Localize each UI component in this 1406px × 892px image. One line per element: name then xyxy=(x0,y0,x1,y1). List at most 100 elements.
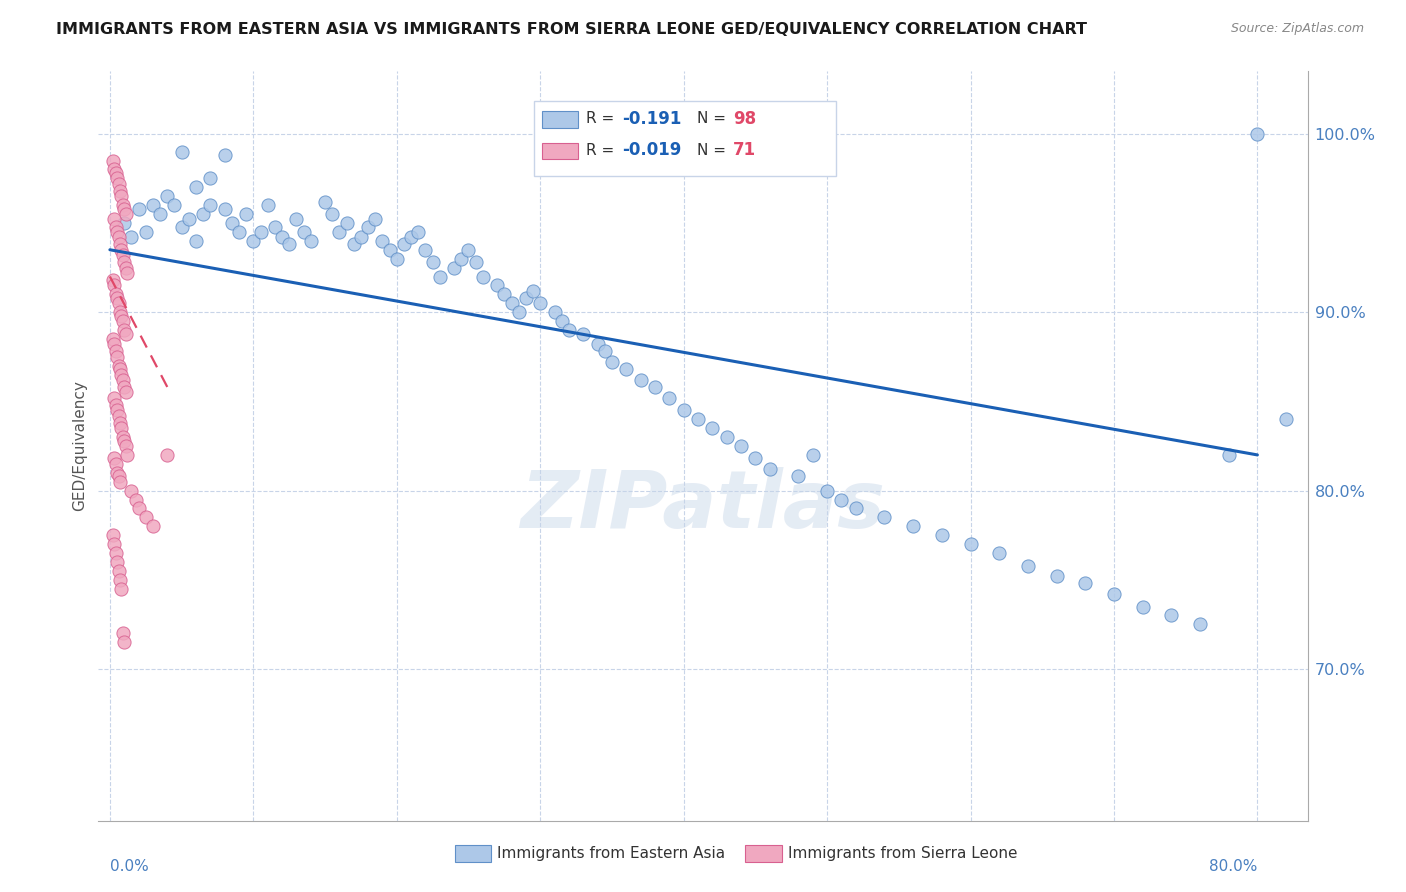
Point xyxy=(586,337,609,351)
Point xyxy=(170,219,193,234)
Point xyxy=(110,189,132,203)
Point xyxy=(593,344,616,359)
Point xyxy=(142,519,165,533)
Point xyxy=(177,212,200,227)
Point xyxy=(103,451,125,466)
Point xyxy=(107,564,129,578)
Point xyxy=(1246,127,1268,141)
Point xyxy=(429,269,451,284)
Bar xyxy=(745,846,782,862)
Text: IMMIGRANTS FROM EASTERN ASIA VS IMMIGRANTS FROM SIERRA LEONE GED/EQUIVALENCY COR: IMMIGRANTS FROM EASTERN ASIA VS IMMIGRAN… xyxy=(56,22,1087,37)
Point xyxy=(343,237,366,252)
Point xyxy=(228,225,250,239)
Point xyxy=(443,260,465,275)
Point xyxy=(350,230,373,244)
Point xyxy=(114,260,136,275)
Point xyxy=(399,230,422,244)
Point xyxy=(111,430,134,444)
Point xyxy=(292,225,315,239)
Point xyxy=(156,448,179,462)
Point xyxy=(111,248,134,262)
Point xyxy=(364,212,387,227)
Point xyxy=(543,305,565,319)
Point xyxy=(744,451,766,466)
Point xyxy=(758,462,780,476)
Point xyxy=(357,219,380,234)
Bar xyxy=(543,143,578,159)
Point xyxy=(110,421,132,435)
Text: Source: ZipAtlas.com: Source: ZipAtlas.com xyxy=(1230,22,1364,36)
Point xyxy=(672,403,695,417)
Point xyxy=(1074,576,1097,591)
Point xyxy=(107,177,129,191)
Point xyxy=(107,359,129,373)
Point xyxy=(111,314,134,328)
Text: N =: N = xyxy=(697,112,731,126)
Point xyxy=(110,243,132,257)
Point xyxy=(112,202,135,216)
Point xyxy=(931,528,953,542)
Point xyxy=(658,391,681,405)
Point xyxy=(600,355,623,369)
FancyBboxPatch shape xyxy=(534,102,837,177)
Point xyxy=(115,266,138,280)
Point xyxy=(135,225,157,239)
Text: ZIPatlas: ZIPatlas xyxy=(520,467,886,545)
Text: 98: 98 xyxy=(734,110,756,128)
Point xyxy=(271,230,294,244)
Point xyxy=(104,219,127,234)
Point xyxy=(104,166,127,180)
Point xyxy=(558,323,581,337)
Point xyxy=(471,269,494,284)
Point xyxy=(107,296,129,310)
Point xyxy=(101,153,124,168)
Point xyxy=(371,234,394,248)
Point xyxy=(108,184,131,198)
Point xyxy=(120,230,142,244)
Point xyxy=(702,421,724,435)
Text: -0.019: -0.019 xyxy=(621,141,682,159)
Point xyxy=(112,216,135,230)
Point xyxy=(101,332,124,346)
Point xyxy=(235,207,257,221)
Point xyxy=(486,278,509,293)
Point xyxy=(114,439,136,453)
Text: R =: R = xyxy=(586,143,619,158)
Point xyxy=(108,362,131,376)
Point xyxy=(801,448,824,462)
Point xyxy=(256,198,278,212)
Point xyxy=(551,314,574,328)
Point xyxy=(108,475,131,489)
Point xyxy=(1160,608,1182,623)
Text: 0.0%: 0.0% xyxy=(110,859,149,873)
Point xyxy=(730,439,752,453)
Point xyxy=(184,234,207,248)
Point xyxy=(149,207,172,221)
Point xyxy=(501,296,523,310)
Point xyxy=(845,501,868,516)
Point xyxy=(299,234,322,248)
Point xyxy=(111,198,134,212)
Point xyxy=(108,305,131,319)
Point xyxy=(108,237,131,252)
Point xyxy=(263,219,285,234)
Text: Immigrants from Eastern Asia: Immigrants from Eastern Asia xyxy=(498,847,725,861)
Text: 80.0%: 80.0% xyxy=(1209,859,1257,873)
Point xyxy=(1188,617,1211,632)
Point xyxy=(988,546,1011,560)
Point xyxy=(107,409,129,423)
Point xyxy=(464,255,486,269)
Point xyxy=(103,212,125,227)
Point xyxy=(200,198,222,212)
Point xyxy=(815,483,838,498)
Point xyxy=(105,403,128,417)
Bar xyxy=(456,846,492,862)
Point xyxy=(110,368,132,382)
Point xyxy=(105,291,128,305)
Text: R =: R = xyxy=(586,112,619,126)
Text: N =: N = xyxy=(697,143,731,158)
Point xyxy=(1102,587,1125,601)
Point xyxy=(191,207,214,221)
Point xyxy=(125,492,148,507)
Point xyxy=(110,309,132,323)
